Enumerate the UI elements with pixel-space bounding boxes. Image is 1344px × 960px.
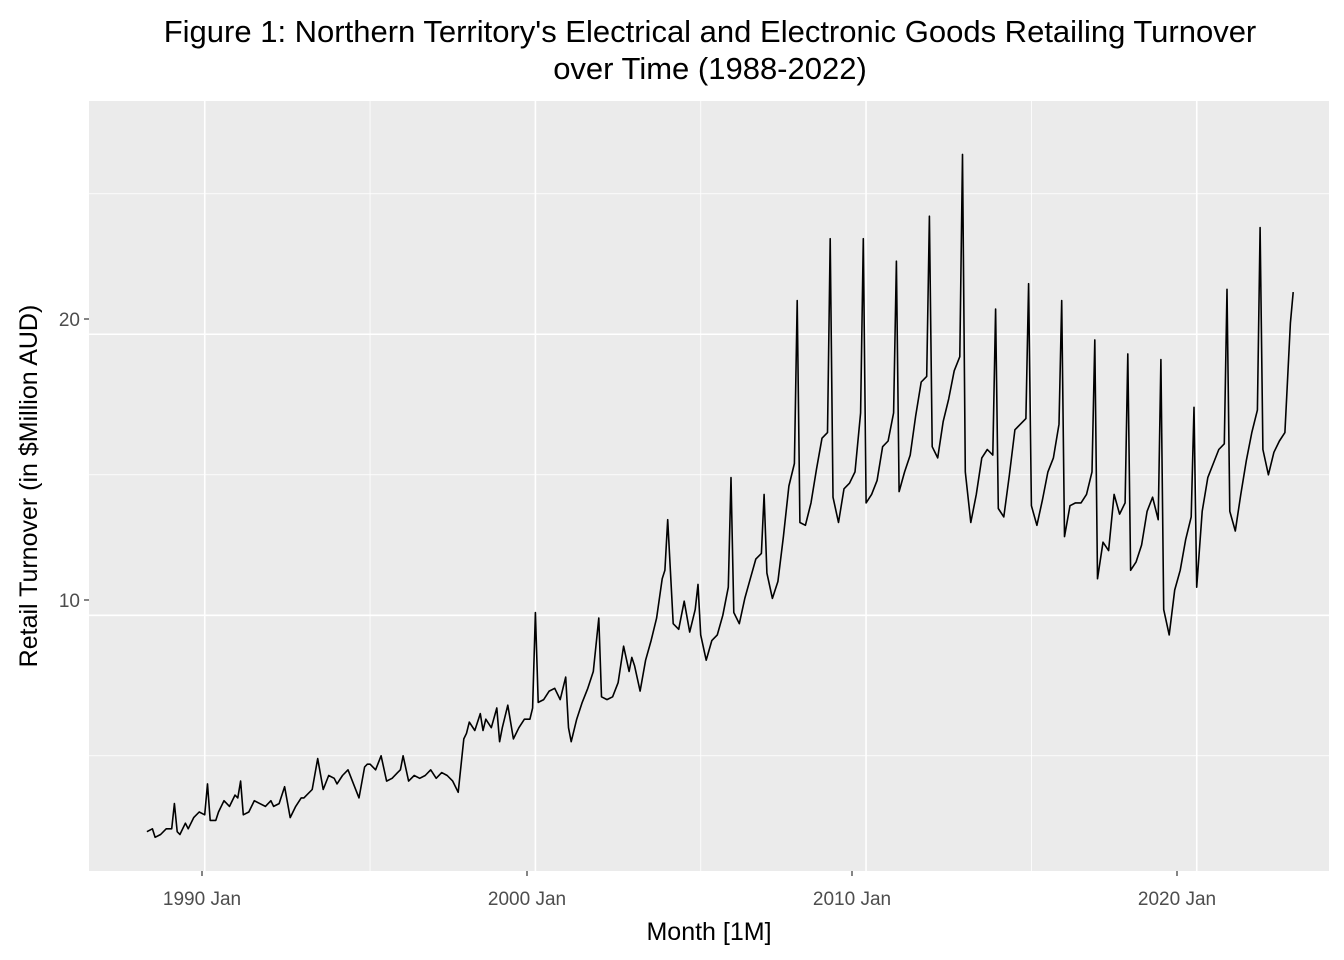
series-line-turnover xyxy=(146,153,1294,839)
y-tick-label-20: 20 xyxy=(59,310,80,331)
chart-title-line1: Figure 1: Northern Territory's Electrica… xyxy=(164,14,1257,49)
y-axis-ticks: 10 20 xyxy=(59,310,89,612)
x-tick-label-2000: 2000 Jan xyxy=(488,889,566,910)
y-axis-title: Retail Turnover (in $Million AUD) xyxy=(15,305,43,668)
x-tick-label-2020: 2020 Jan xyxy=(1138,889,1216,910)
x-axis-title: Month [1M] xyxy=(646,918,771,946)
x-tick-label-1990: 1990 Jan xyxy=(163,889,241,910)
x-axis-ticks: 1990 Jan 2000 Jan 2010 Jan 2020 Jan xyxy=(163,871,1216,910)
plot-panel xyxy=(89,101,1329,871)
x-tick-label-2010: 2010 Jan xyxy=(813,889,891,910)
y-tick-label-10: 10 xyxy=(59,591,80,612)
chart-title-line2: over Time (1988-2022) xyxy=(553,51,867,86)
